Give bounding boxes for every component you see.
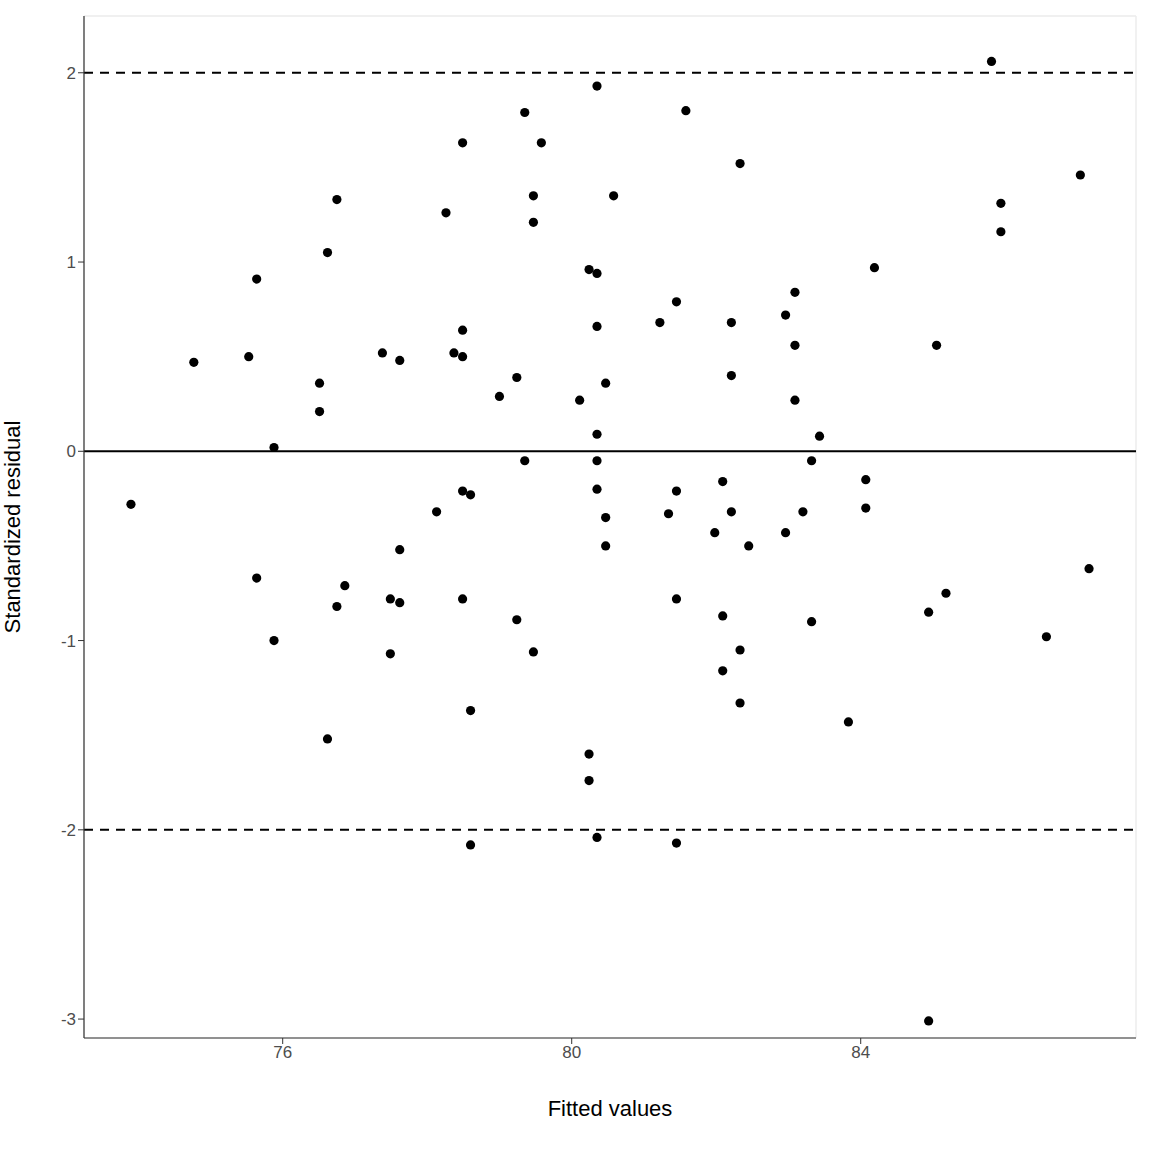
svg-text:76: 76: [273, 1043, 292, 1062]
svg-text:84: 84: [851, 1043, 870, 1062]
svg-text:-3: -3: [61, 1010, 76, 1029]
svg-text:-2: -2: [61, 821, 76, 840]
svg-text:0: 0: [67, 442, 76, 461]
svg-text:2: 2: [67, 64, 76, 83]
svg-text:-1: -1: [61, 632, 76, 651]
svg-text:1: 1: [67, 253, 76, 272]
svg-text:Standardized residual: Standardized residual: [8, 421, 25, 634]
svg-text:Fitted values: Fitted values: [548, 1096, 673, 1121]
svg-text:80: 80: [562, 1043, 581, 1062]
